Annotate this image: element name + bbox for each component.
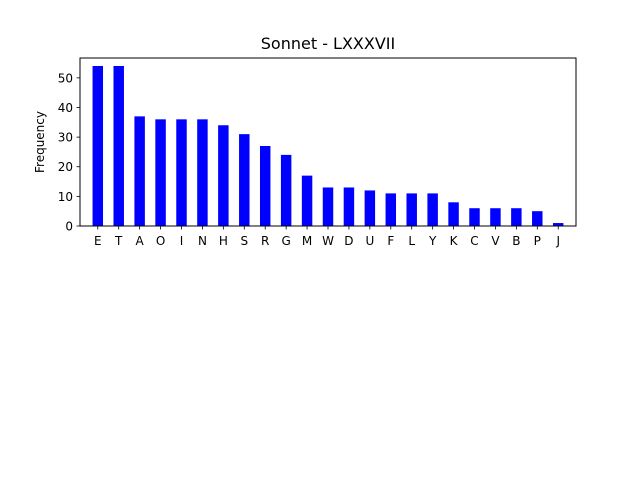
x-tick-label: C xyxy=(470,234,478,248)
x-tick-label: S xyxy=(240,234,248,248)
x-tick-label: L xyxy=(408,234,415,248)
bar-C xyxy=(469,208,480,226)
y-tick-label: 20 xyxy=(58,160,73,174)
bar-F xyxy=(385,193,397,226)
bar-V xyxy=(490,208,501,226)
x-tick-label: D xyxy=(344,234,353,248)
y-tick-label: 30 xyxy=(58,131,73,145)
bar-E xyxy=(92,66,104,226)
bar-I xyxy=(176,119,187,226)
plot-area-frame xyxy=(79,57,577,227)
x-tick-label: F xyxy=(387,234,394,248)
bar-O xyxy=(155,119,166,226)
x-tick-label: B xyxy=(512,234,520,248)
bar-group xyxy=(92,66,564,226)
y-tick-label: 0 xyxy=(65,220,73,234)
bar-M xyxy=(301,175,313,226)
bar-L xyxy=(406,193,417,226)
x-tick-label: T xyxy=(114,234,123,248)
x-tick-label: A xyxy=(136,234,145,248)
bar-A xyxy=(134,116,145,226)
x-tick-label: K xyxy=(450,234,459,248)
bar-J xyxy=(552,223,564,226)
y-tick-label: 50 xyxy=(58,71,73,85)
y-tick-label: 40 xyxy=(58,101,73,115)
bar-B xyxy=(511,208,522,226)
x-tick-label: W xyxy=(322,234,334,248)
x-tick-label: U xyxy=(365,234,374,248)
x-tick-label: M xyxy=(302,234,312,248)
bar-T xyxy=(113,66,124,226)
x-tick-label: N xyxy=(198,234,207,248)
y-axis-ticks: 0 10 20 30 40 50 xyxy=(58,71,80,234)
bar-H xyxy=(218,125,229,226)
bar-G xyxy=(280,154,292,226)
x-tick-label: H xyxy=(219,234,228,248)
x-tick-label: O xyxy=(156,234,165,248)
y-axis-label: Frequency xyxy=(33,111,47,173)
x-tick-label: J xyxy=(555,234,560,248)
x-tick-label: P xyxy=(534,234,541,248)
bar-R xyxy=(259,146,271,226)
bar-P xyxy=(532,211,543,226)
bar-K xyxy=(448,202,459,226)
x-tick-label: V xyxy=(491,234,500,248)
bar-W xyxy=(322,187,334,226)
x-tick-label: R xyxy=(261,234,269,248)
x-tick-label: G xyxy=(281,234,290,248)
x-tick-label: Y xyxy=(428,234,437,248)
chart-title: Sonnet - LXXXVII xyxy=(261,34,395,53)
x-tick-label: E xyxy=(94,234,102,248)
bar-U xyxy=(364,190,376,226)
bar-S xyxy=(239,134,250,226)
bar-D xyxy=(343,187,355,226)
x-tick-label: I xyxy=(180,234,184,248)
bar-N xyxy=(197,119,208,226)
y-tick-label: 10 xyxy=(58,190,73,204)
bar-Y xyxy=(427,193,438,226)
